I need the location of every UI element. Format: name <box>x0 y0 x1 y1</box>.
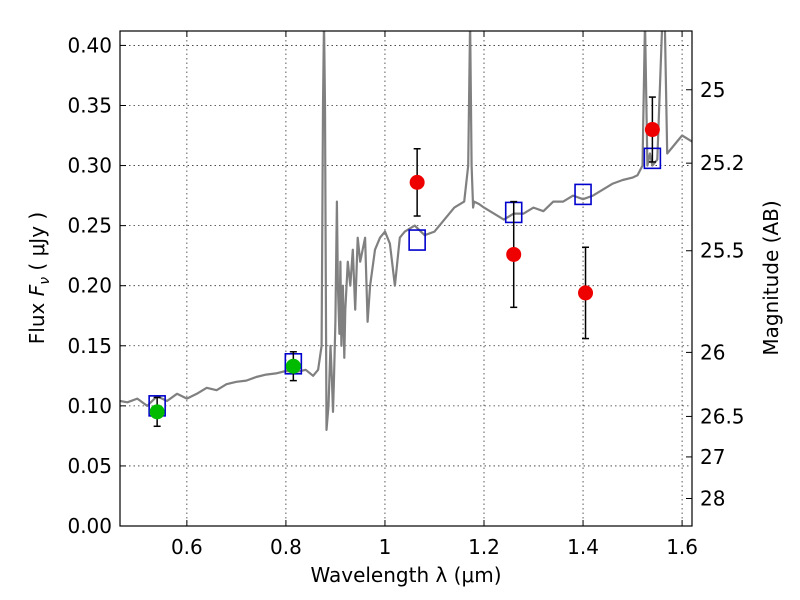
y2-tick-label: 26.5 <box>700 404 745 428</box>
spectrum-layer <box>120 31 692 431</box>
marker-layer <box>148 96 662 428</box>
data-point <box>578 285 594 301</box>
data-point <box>285 358 301 374</box>
y-axis-title-prefix: Flux <box>25 296 49 344</box>
plot-frame <box>119 30 693 527</box>
model-square-marker <box>408 229 426 251</box>
y2-tick-label: 25.2 <box>700 151 745 175</box>
y-axis-title: Flux Fν ( μJy ) <box>25 212 53 344</box>
data-point <box>506 246 522 262</box>
x-tick-label: 1.6 <box>666 535 698 559</box>
x-tick-label: 0.8 <box>270 535 302 559</box>
spectrum-line <box>120 31 692 431</box>
y-tick-label: 0.20 <box>67 274 112 298</box>
x-tick-label: 1 <box>379 535 392 559</box>
x-tick-label: 0.6 <box>171 535 203 559</box>
data-point <box>644 122 660 138</box>
x-tick-label: 1.4 <box>567 535 599 559</box>
y-tick-label: 0.00 <box>67 514 112 538</box>
y-axis-title-suffix: ( μJy ) <box>25 212 49 277</box>
y-axis-title-subscript: ν <box>37 277 53 285</box>
y-tick-label: 0.40 <box>67 33 112 57</box>
y-tick-label: 0.35 <box>67 93 112 117</box>
x-axis-title: Wavelength λ (μm) <box>310 563 501 587</box>
axis-ticks: 0.6 0.8 1 1.2 1.4 1.6 0.00 0.05 0.10 0.15 0.20 0.25… <box>67 31 745 559</box>
y-tick-label: 0.10 <box>67 394 112 418</box>
y2-tick-label: 25.5 <box>700 239 745 263</box>
y2-axis-title: Magnitude (AB) <box>759 200 783 355</box>
y2-tick-label: 25 <box>700 78 725 102</box>
y-tick-label: 0.25 <box>67 214 112 238</box>
y-tick-label: 0.05 <box>67 454 112 478</box>
model-square-marker <box>574 183 592 206</box>
y-tick-label: 0.15 <box>67 334 112 358</box>
x-tick-label: 1.2 <box>468 535 500 559</box>
data-point <box>149 404 165 420</box>
y-tick-label: 0.30 <box>67 154 112 178</box>
y2-tick-label: 26 <box>700 340 725 364</box>
grid-lines <box>120 31 692 526</box>
y2-tick-label: 28 <box>700 486 725 510</box>
y2-tick-label: 27 <box>700 445 725 469</box>
y-axis-title-symbol: F <box>25 284 49 296</box>
data-point <box>409 174 425 190</box>
